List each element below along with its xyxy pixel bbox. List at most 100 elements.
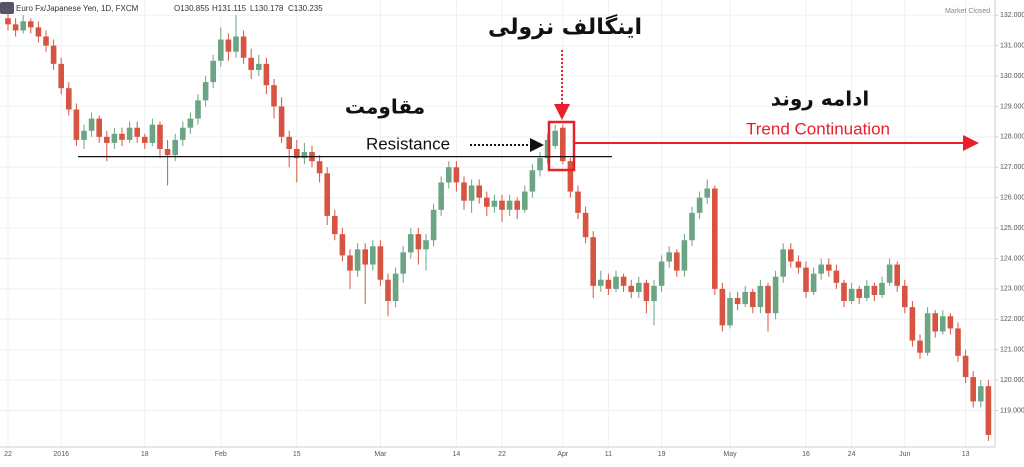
candle-body <box>636 282 642 292</box>
candle-body <box>522 191 528 210</box>
candle-body <box>985 386 992 435</box>
candle-body <box>73 109 80 140</box>
x-tick-label: 11 <box>605 451 612 458</box>
candle-body <box>833 270 840 283</box>
candle-body <box>126 127 133 140</box>
candle-body <box>58 63 64 89</box>
candle-body <box>5 18 11 25</box>
symbol-icon <box>0 2 14 14</box>
candle-body <box>962 355 969 378</box>
x-tick-label: May <box>723 451 737 458</box>
candle-body <box>12 24 19 31</box>
candle-body <box>955 328 961 356</box>
market-status: Market Closed <box>945 8 990 15</box>
candle-body <box>278 106 285 137</box>
x-tick-label: 2016 <box>53 451 69 458</box>
candle-body <box>286 136 292 149</box>
y-tick-label: 126.000 <box>1000 194 1024 201</box>
x-tick-label: 14 <box>453 451 461 458</box>
y-tick-label: 131.000 <box>1000 42 1024 49</box>
candle-body <box>400 252 406 274</box>
candle-body <box>35 27 42 37</box>
x-tick-label: 15 <box>293 451 301 458</box>
candle-body <box>886 264 893 283</box>
candle-body <box>119 133 125 140</box>
y-tick-label: 127.000 <box>1000 164 1024 171</box>
candle-body <box>810 273 817 292</box>
candle-body <box>681 240 688 271</box>
x-tick-label: 13 <box>962 451 970 458</box>
candle-body <box>734 298 741 305</box>
x-tick-label: Mar <box>374 451 387 458</box>
candle-body <box>157 124 163 149</box>
candle-body <box>803 267 809 292</box>
x-tick-label: 22 <box>498 451 506 458</box>
candle-body <box>248 57 254 70</box>
candle-body <box>704 188 710 198</box>
y-tick-label: 132.000 <box>1000 12 1024 19</box>
grid <box>0 0 995 447</box>
candle-body <box>772 276 779 314</box>
candle-body <box>195 100 201 119</box>
candle-body <box>218 39 224 61</box>
candle-body <box>142 136 148 143</box>
y-tick-label: 128.000 <box>1000 134 1024 141</box>
candle-body <box>415 234 422 250</box>
candle-body <box>172 139 178 156</box>
candle-body <box>506 200 513 210</box>
candle-body <box>187 118 194 128</box>
candle-body <box>978 386 984 402</box>
candle-body <box>271 85 277 107</box>
candle-body <box>256 63 262 70</box>
candle-body <box>871 285 878 295</box>
candle-body <box>202 82 209 101</box>
candle-body <box>590 237 596 286</box>
candle-body <box>795 261 802 268</box>
y-tick-label: 125.000 <box>1000 225 1024 232</box>
candle-body <box>742 291 748 305</box>
candle-body <box>856 288 862 298</box>
candle-body <box>529 170 536 192</box>
candle-body <box>552 130 558 146</box>
candle-body <box>765 285 771 314</box>
ohlc-high: H131.115 <box>212 4 247 13</box>
candle-body <box>924 313 931 353</box>
candle-body <box>727 298 733 326</box>
x-tick-label: Feb <box>215 451 227 458</box>
candle-body <box>111 133 118 143</box>
candle-body <box>712 188 718 289</box>
candle-body <box>484 197 490 207</box>
y-tick-label: 122.000 <box>1000 316 1024 323</box>
candle-body <box>514 200 520 210</box>
candle-body <box>476 185 482 198</box>
candle-body <box>864 285 870 298</box>
candles <box>5 12 992 441</box>
candle-body <box>408 234 414 253</box>
candle-body <box>932 313 938 332</box>
x-tick-label: 19 <box>658 451 666 458</box>
candle-body <box>180 127 186 140</box>
candle-body <box>902 285 908 308</box>
candle-body <box>225 39 232 52</box>
candle-body <box>385 279 391 302</box>
x-tick-label: 22 <box>4 451 12 458</box>
candle-body <box>96 118 102 137</box>
candle-body <box>696 197 703 213</box>
candle-body <box>210 60 216 83</box>
candle-body <box>453 167 460 183</box>
candle-body <box>438 182 444 210</box>
candle-body <box>347 255 353 271</box>
candle-body <box>780 249 786 277</box>
candle-body <box>134 127 140 137</box>
y-tick-label: 121.000 <box>1000 347 1024 354</box>
candle-body <box>446 167 452 183</box>
candle-body <box>674 252 680 271</box>
candle-body <box>826 264 832 271</box>
candle-body <box>362 249 368 265</box>
candle-body <box>377 246 384 280</box>
candle-body <box>423 240 429 250</box>
candle-body <box>88 118 95 131</box>
